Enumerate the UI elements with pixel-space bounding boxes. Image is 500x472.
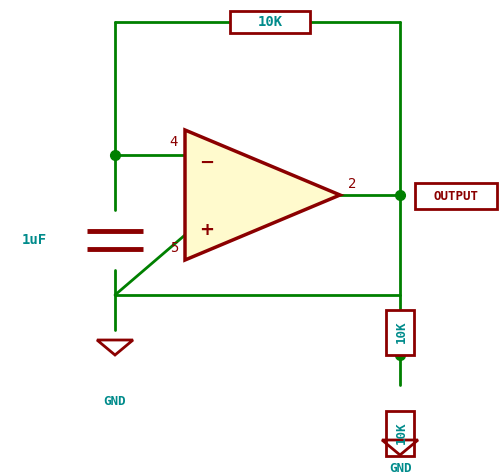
Text: −: −: [200, 154, 214, 172]
Text: 10K: 10K: [394, 422, 407, 444]
Text: 4: 4: [170, 135, 178, 149]
Text: 5: 5: [170, 241, 178, 255]
Text: 2: 2: [348, 177, 356, 191]
Text: GND: GND: [104, 395, 126, 408]
Bar: [230, 11, 310, 33]
Text: OUTPUT: OUTPUT: [434, 189, 478, 202]
Polygon shape: [185, 130, 340, 260]
Text: 1uF: 1uF: [22, 233, 47, 247]
Bar: [386, 310, 414, 354]
Bar: [386, 411, 414, 455]
Text: +: +: [200, 221, 214, 239]
Text: GND: GND: [389, 462, 411, 472]
Bar: [415, 183, 497, 209]
Text: 10K: 10K: [258, 15, 282, 29]
Text: 10K: 10K: [394, 321, 407, 343]
